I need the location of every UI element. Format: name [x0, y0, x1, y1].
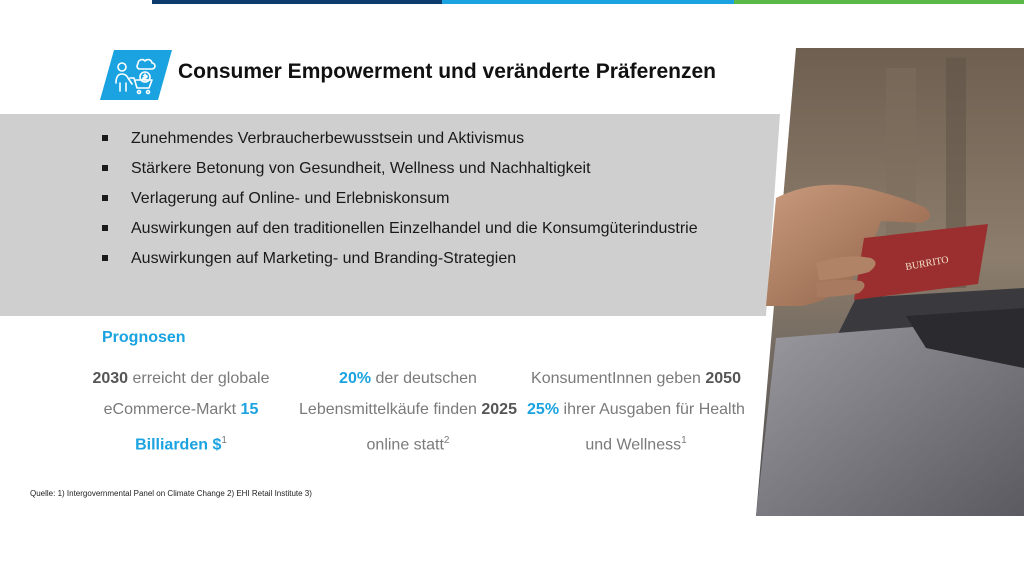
- bullet-item: Stärkere Betonung von Gesundheit, Wellne…: [100, 156, 698, 186]
- bullet-item: Auswirkungen auf Marketing- und Branding…: [100, 246, 698, 276]
- bullet-item: Verlagerung auf Online- und Erlebniskons…: [100, 186, 698, 216]
- forecasts-heading: Prognosen: [102, 329, 186, 346]
- top-bar-green: [734, 0, 1024, 4]
- forecast-ecommerce: 2030 erreicht der globale eCommerce-Mark…: [92, 370, 270, 454]
- bullet-list: Zunehmendes Verbraucherbewusstsein und A…: [100, 126, 698, 276]
- consumer-cart-icon: [100, 50, 172, 100]
- bullet-square-icon: [102, 225, 108, 231]
- hand-credit-card-photo: BURRITO: [756, 48, 1024, 516]
- bullet-square-icon: [102, 135, 108, 141]
- forecast-health: KonsumentInnen geben 2050 25% ihrer Ausg…: [527, 370, 745, 454]
- bullet-item: Zunehmendes Verbraucherbewusstsein und A…: [100, 126, 698, 156]
- bullet-square-icon: [102, 195, 108, 201]
- top-bar-navy: [152, 0, 442, 4]
- bullet-item: Auswirkungen auf den traditionellen Einz…: [100, 216, 698, 246]
- bullet-square-icon: [102, 255, 108, 261]
- top-bar-blue: [442, 0, 734, 4]
- grey-panel: [0, 114, 780, 316]
- forecast-groceries: 20% der deutschen Lebensmittelkäufe find…: [299, 370, 517, 454]
- source-note: Quelle: 1) Intergovernmental Panel on Cl…: [30, 489, 312, 498]
- bullet-square-icon: [102, 165, 108, 171]
- page-title: Consumer Empowerment und veränderte Präf…: [178, 60, 716, 83]
